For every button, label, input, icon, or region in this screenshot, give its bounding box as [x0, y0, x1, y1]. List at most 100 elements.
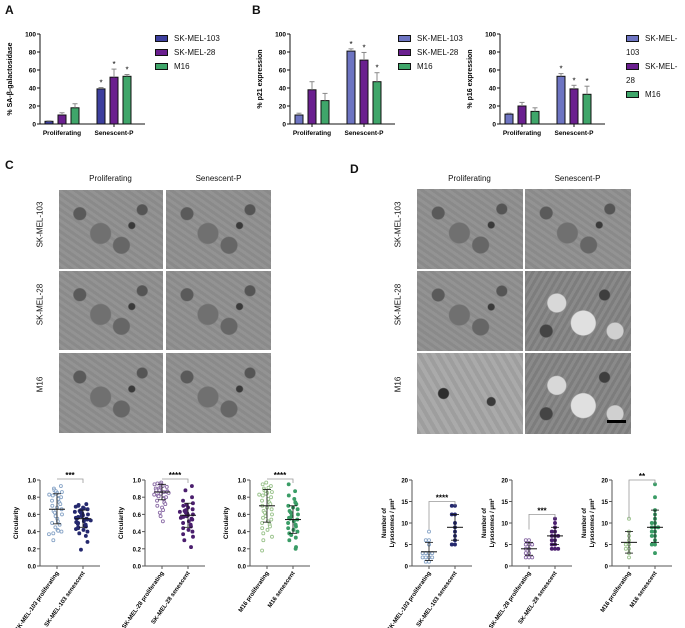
svg-text:0.2: 0.2: [28, 547, 37, 553]
svg-text:M16 senescent: M16 senescent: [267, 571, 296, 609]
em-image-d-m16-senescent: [525, 353, 631, 434]
panel-letter-b: B: [252, 3, 261, 17]
scale-bar: [607, 420, 626, 423]
svg-text:*: *: [375, 64, 378, 73]
svg-text:*: *: [559, 65, 562, 74]
svg-text:0.6: 0.6: [133, 513, 142, 519]
svg-text:Proliferating: Proliferating: [503, 130, 541, 137]
svg-text:5: 5: [405, 543, 409, 549]
legend-swatch-icon: [155, 35, 168, 43]
svg-text:60: 60: [489, 68, 497, 75]
d-col-header-senescent: Senescent-P: [554, 174, 601, 183]
em-image-c-m16-proliferating: [59, 353, 163, 433]
legend-item: SK-MEL-28: [398, 46, 463, 60]
svg-text:0.6: 0.6: [238, 513, 247, 519]
legend-label: SK-MEL-28: [626, 62, 678, 85]
c-row-header-skmel103: SK-MEL-103: [35, 201, 45, 248]
svg-text:*: *: [572, 76, 575, 85]
svg-text:*: *: [112, 60, 115, 69]
d-row-header-skmel28: SK-MEL-28: [393, 283, 403, 326]
bar-chart-p16: 0 20 40 60 80 100 % p16 expression Proliferatin…: [467, 32, 605, 137]
bar-chart-p21: 0 20 40 60 80 100 % p21 expression Proliferatin…: [257, 32, 395, 137]
svg-text:20: 20: [489, 104, 497, 111]
c-col-header-proliferating: Proliferating: [89, 174, 132, 183]
em-image-c-skmel103-proliferating: [59, 190, 163, 269]
svg-text:0.8: 0.8: [28, 496, 37, 502]
svg-text:Proliferating: Proliferating: [293, 130, 331, 137]
svg-text:80: 80: [489, 50, 497, 57]
em-image-c-skmel28-proliferating: [59, 271, 163, 350]
em-image-c-skmel103-senescent: [166, 190, 271, 269]
em-image-d-skmel103-proliferating: [417, 189, 523, 269]
c-row-header-m16: M16: [35, 376, 45, 393]
em-image-d-skmel28-senescent: [525, 271, 631, 351]
svg-text:Senescent-P: Senescent-P: [94, 130, 134, 137]
svg-text:0.6: 0.6: [28, 513, 37, 519]
svg-text:0.2: 0.2: [133, 547, 142, 553]
svg-text:1.0: 1.0: [238, 479, 247, 485]
svg-text:% p21 expression: % p21 expression: [257, 49, 264, 108]
legend-label: M16: [174, 62, 190, 71]
legend-item: SK-MEL-28: [155, 46, 220, 60]
svg-text:***: ***: [65, 471, 75, 480]
svg-text:0.8: 0.8: [238, 496, 247, 502]
legend-swatch-icon: [398, 35, 411, 43]
svg-text:0.2: 0.2: [238, 547, 247, 553]
svg-text:****: ****: [274, 471, 287, 480]
svg-text:Number of: Number of: [482, 507, 488, 538]
legend-a: SK-MEL-103 SK-MEL-28 M16: [155, 32, 220, 74]
svg-text:Circularity: Circularity: [223, 507, 230, 540]
bar-chart-sa-beta-gal: 0 20 40 60 80 100 % SA-β-galactosidase Prolifer…: [7, 32, 145, 137]
svg-text:Senescent-P: Senescent-P: [554, 130, 594, 137]
svg-text:60: 60: [29, 68, 37, 75]
svg-text:***: ***: [537, 506, 547, 515]
panel-letter-c: C: [5, 158, 14, 172]
svg-text:0: 0: [492, 122, 496, 129]
svg-text:% p16 expression: % p16 expression: [467, 49, 474, 108]
svg-text:20: 20: [401, 479, 408, 485]
scatter-lysosomes-m16: 0 5 10 15 20 Number of Lysosomes / μm² M16 prol…: [582, 472, 672, 614]
svg-text:*: *: [99, 79, 102, 88]
svg-text:0: 0: [605, 565, 609, 571]
svg-text:40: 40: [489, 86, 497, 93]
legend-item: SK-MEL-103: [155, 32, 220, 46]
svg-text:0: 0: [282, 122, 286, 129]
d-col-header-proliferating: Proliferating: [448, 174, 491, 183]
svg-text:100: 100: [275, 32, 286, 39]
svg-text:Number of: Number of: [382, 507, 388, 538]
svg-text:20: 20: [279, 104, 287, 111]
svg-text:0.8: 0.8: [133, 496, 142, 502]
svg-text:15: 15: [601, 500, 608, 506]
panel-letter-d: D: [350, 162, 359, 176]
legend-item: SK-MEL-103: [626, 32, 685, 60]
legend-swatch-icon: [155, 63, 168, 71]
svg-text:****: ****: [436, 494, 449, 503]
svg-text:% SA-β-galactosidase: % SA-β-galactosidase: [7, 42, 14, 115]
svg-text:0: 0: [505, 565, 509, 571]
svg-text:Proliferating: Proliferating: [43, 130, 81, 137]
svg-text:40: 40: [29, 86, 37, 93]
legend-item: M16: [626, 88, 685, 102]
svg-text:0.4: 0.4: [28, 530, 37, 536]
panel-letter-a: A: [5, 3, 14, 17]
em-image-c-skmel28-senescent: [166, 271, 271, 350]
scatter-circularity-m16: 0.0 0.2 0.4 0.6 0.8 1.0 Circularity M16 prolife…: [223, 471, 310, 614]
svg-text:*: *: [585, 77, 588, 86]
svg-text:20: 20: [601, 479, 608, 485]
svg-text:M16 senescent: M16 senescent: [629, 571, 658, 609]
svg-text:80: 80: [279, 50, 287, 57]
svg-text:1.0: 1.0: [133, 479, 142, 485]
svg-text:5: 5: [505, 543, 509, 549]
svg-text:15: 15: [401, 500, 408, 506]
svg-text:****: ****: [169, 471, 182, 480]
legend-label: SK-MEL-28: [174, 48, 216, 57]
svg-text:**: **: [639, 472, 646, 481]
svg-text:80: 80: [29, 50, 37, 57]
legend-swatch-icon: [155, 49, 168, 57]
svg-text:10: 10: [501, 522, 508, 528]
d-row-header-m16: M16: [393, 376, 403, 393]
svg-text:15: 15: [501, 500, 508, 506]
legend-b2: SK-MEL-103 SK-MEL-28 M16: [626, 32, 685, 102]
